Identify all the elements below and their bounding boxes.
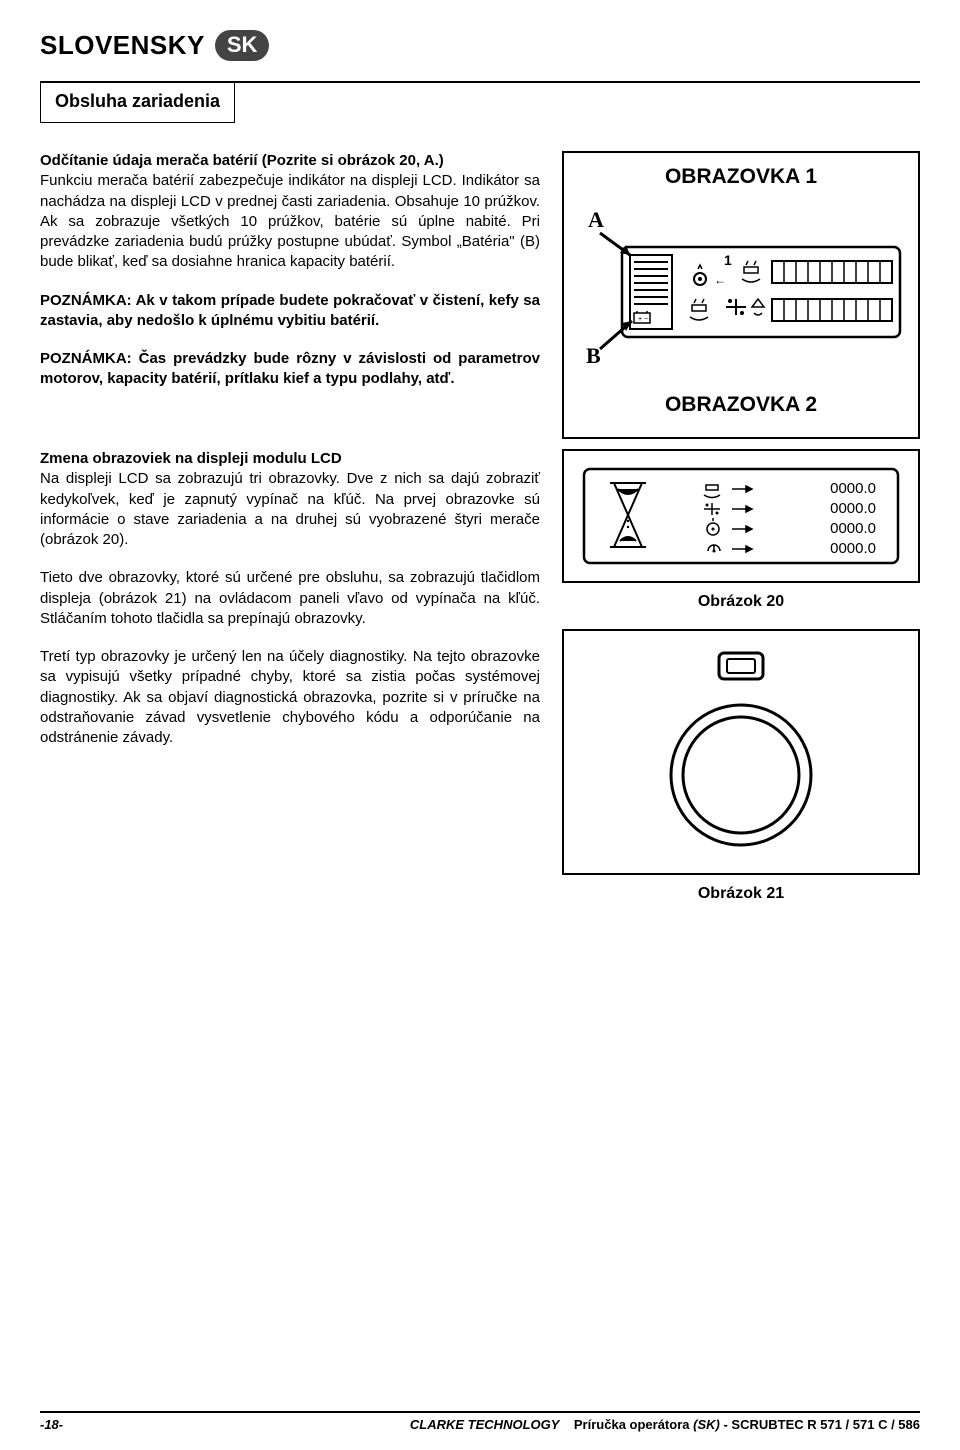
caption-21: Obrázok 21 (562, 885, 920, 903)
page-footer: -18- CLARKE TECHNOLOGY Príručka operátor… (0, 1411, 960, 1432)
paragraph-5: Tieto dve obrazovky, ktoré sú určené pre… (40, 568, 540, 629)
svg-text:+ −: + − (638, 316, 648, 323)
page-number: -18- (40, 1417, 63, 1432)
language-label: SLOVENSKY (40, 30, 205, 61)
meter-val-2: 0000.0 (830, 520, 876, 537)
paragraph-2: POZNÁMKA: Ak v takom prípade budete pokr… (40, 291, 540, 332)
p4-title: Zmena obrazoviek na displeji modulu LCD (40, 450, 342, 467)
obrazovka1-svg: A B (576, 199, 906, 369)
paragraph-1: Odčítanie údaja merača batérií (Pozrite … (40, 151, 540, 273)
figure-21-frame (562, 629, 920, 875)
figure-20b-frame: 0000.0 0000.0 0000.0 0000.0 (562, 449, 920, 583)
paragraph-6: Tretí typ obrazovky je určený len na úče… (40, 647, 540, 748)
meter-val-0: 0000.0 (830, 480, 876, 497)
p1-body: Funkciu merača batérií zabezpečuje indik… (40, 172, 540, 270)
right-column-1: OBRAZOVKA 1 A B (562, 151, 920, 439)
paragraph-4: Zmena obrazoviek na displeji modulu LCD … (40, 449, 540, 550)
footer-lang: (SK) (693, 1417, 720, 1432)
p4-body: Na displeji LCD sa zobrazujú tri obrazov… (40, 470, 540, 548)
paragraph-3: POZNÁMKA: Čas prevádzky bude rôzny v záv… (40, 349, 540, 390)
label-b: B (586, 343, 601, 368)
section-title-box: Obsluha zariadenia (40, 83, 235, 123)
obrazovka2-title: OBRAZOVKA 2 (574, 393, 908, 417)
meter-val-1: 0000.0 (830, 500, 876, 517)
footer-model: - SCRUBTEC R 571 / 571 C / 586 (723, 1417, 920, 1432)
footer-brand: CLARKE TECHNOLOGY (410, 1417, 560, 1432)
footer-right: CLARKE TECHNOLOGY Príručka operátora (SK… (410, 1417, 920, 1432)
footer-row: -18- CLARKE TECHNOLOGY Príručka operátor… (40, 1417, 920, 1432)
caption-20: Obrázok 20 (562, 593, 920, 611)
label-a: A (588, 207, 604, 232)
p1-title: Odčítanie údaja merača batérií (Pozrite … (40, 152, 444, 169)
footer-rule (40, 1411, 920, 1413)
footer-doc: Príručka operátora (574, 1417, 690, 1432)
meter-val-3: 0000.0 (830, 540, 876, 557)
svg-text:←: ← (714, 273, 726, 287)
label-1: 1 (724, 252, 732, 268)
content-row-2: Zmena obrazoviek na displeji modulu LCD … (40, 449, 920, 921)
page-header: SLOVENSKY SK (40, 30, 920, 61)
figure-21-svg (641, 647, 841, 857)
left-column-2: Zmena obrazoviek na displeji modulu LCD … (40, 449, 540, 766)
obrazovka1-title: OBRAZOVKA 1 (574, 165, 908, 189)
right-column-2: 0000.0 0000.0 0000.0 0000.0 Obrázok 20 O… (562, 449, 920, 921)
language-badge: SK (215, 30, 270, 61)
obrazovka2-svg: 0000.0 0000.0 0000.0 0000.0 (576, 461, 906, 571)
section-title: Obsluha zariadenia (55, 91, 220, 111)
left-column-1: Odčítanie údaja merača batérií (Pozrite … (40, 151, 540, 408)
content-row-1: Odčítanie údaja merača batérií (Pozrite … (40, 151, 920, 439)
figure-20-frame: OBRAZOVKA 1 A B (562, 151, 920, 439)
